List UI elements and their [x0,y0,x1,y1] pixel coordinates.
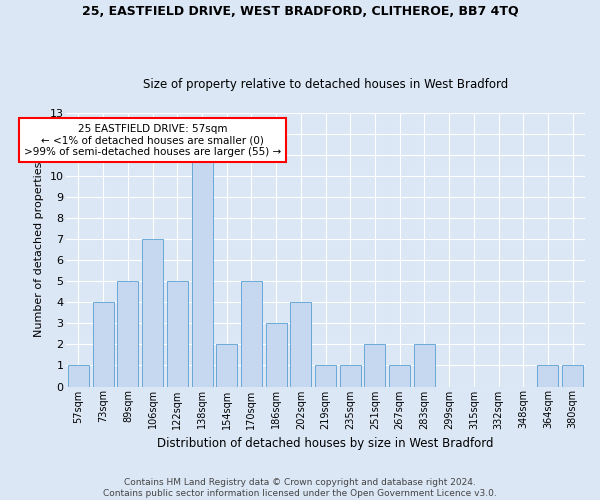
Text: 25 EASTFIELD DRIVE: 57sqm
← <1% of detached houses are smaller (0)
>99% of semi-: 25 EASTFIELD DRIVE: 57sqm ← <1% of detac… [24,124,281,156]
Bar [414,344,435,387]
Bar [68,366,89,386]
Bar [315,366,336,386]
Bar [290,302,311,386]
Bar [562,366,583,386]
Bar [118,282,139,387]
Y-axis label: Number of detached properties: Number of detached properties [34,162,44,338]
Bar [92,302,113,386]
Bar [241,282,262,387]
Text: 25, EASTFIELD DRIVE, WEST BRADFORD, CLITHEROE, BB7 4TQ: 25, EASTFIELD DRIVE, WEST BRADFORD, CLIT… [82,5,518,18]
Bar [216,344,237,387]
Title: Size of property relative to detached houses in West Bradford: Size of property relative to detached ho… [143,78,508,91]
Bar [191,155,212,386]
Bar [538,366,559,386]
Bar [266,324,287,386]
Bar [340,366,361,386]
Bar [167,282,188,387]
Text: Contains HM Land Registry data © Crown copyright and database right 2024.
Contai: Contains HM Land Registry data © Crown c… [103,478,497,498]
X-axis label: Distribution of detached houses by size in West Bradford: Distribution of detached houses by size … [157,437,494,450]
Bar [389,366,410,386]
Bar [142,239,163,386]
Bar [364,344,385,387]
